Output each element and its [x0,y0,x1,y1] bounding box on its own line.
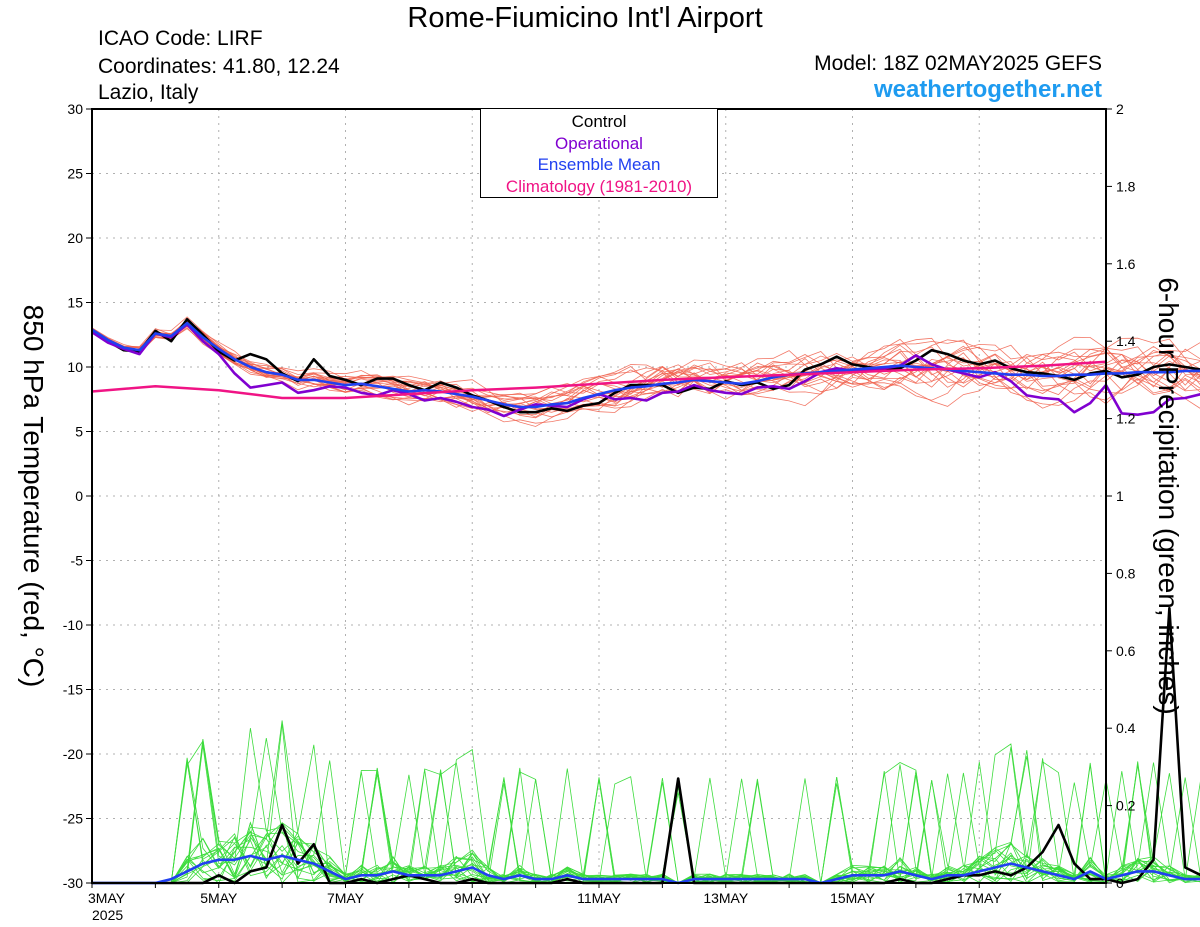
temp-member-line [91,324,1200,409]
region: Lazio, Italy [98,81,199,104]
ensemble-mean-temp-line [91,321,1200,409]
x-tick-label: 3MAY [88,890,126,906]
y-tick-label: 25 [67,166,83,182]
main-series [91,318,1200,885]
website-link[interactable]: weathertogether.net [873,76,1102,103]
y-axis-label-temperature: 850 hPa Temperature (red, °C) [18,304,49,688]
grid-lines [92,109,1106,883]
y-axis-label-precipitation: 6-hour Precipitation (green, inches) [1153,277,1184,715]
operational-temp-line [91,323,1200,418]
legend-entry-climatology: Climatology (1981-2010) [505,176,693,196]
y2-tick-label: 2 [1116,101,1124,117]
axis-ticks: 302520151050-5-10-15-20-25-3021.81.61.41… [63,101,1136,923]
precip-member-line [92,764,1200,884]
legend-entry-control: Control [571,112,627,131]
x-tick-label: 5MAY [200,890,238,906]
control-temp-line [91,318,1200,414]
y-tick-label: -5 [71,553,84,569]
y-tick-label: -10 [63,617,83,633]
coordinates: Coordinates: 41.80, 12.24 [98,55,340,78]
y-tick-label: -20 [63,746,83,762]
y2-tick-label: 1.4 [1116,333,1136,349]
ensemble-mean-precip-line [92,854,1200,885]
y-tick-label: 15 [67,295,83,311]
x-tick-label: 9MAY [454,890,492,906]
y-tick-label: -25 [63,811,83,827]
y-tick-label: 20 [67,230,83,246]
y2-tick-label: 0.2 [1116,798,1136,814]
y2-tick-label: 0.4 [1116,720,1136,736]
x-tick-label: 13MAY [703,890,749,906]
y-tick-label: -30 [63,875,83,891]
y2-tick-label: 1.6 [1116,256,1136,272]
y-tick-label: 10 [67,359,83,375]
temp-member-line [91,316,1200,410]
precip-member-line [92,756,1200,884]
y2-tick-label: 0.6 [1116,643,1136,659]
y-tick-label: 5 [75,424,83,440]
legend-entry-ensemble-mean: Ensemble Mean [537,155,661,174]
icao-code: ICAO Code: LIRF [98,27,263,50]
y2-tick-label: 1.2 [1116,411,1136,427]
y-tick-label: 30 [67,101,83,117]
y-tick-label: -15 [63,682,83,698]
y2-tick-label: 1.8 [1116,178,1136,194]
temp-member-line [91,323,1200,400]
y-tick-label: 0 [75,488,83,504]
x-tick-label: 11MAY [577,890,621,906]
y2-tick-label: 1 [1116,488,1124,504]
y2-tick-label: 0.8 [1116,565,1136,581]
legend-entry-operational: Operational [555,133,643,153]
temp-member-line [91,320,1200,409]
temp-member-line [91,327,1200,405]
x-tick-label: 17MAY [957,890,1003,906]
temp-member-line [91,318,1200,418]
control-precip-line [92,606,1200,885]
model-run: Model: 18Z 02MAY2025 GEFS [814,52,1102,75]
x-tick-year-label: 2025 [92,907,123,923]
legend: Control Operational Ensemble Mean Climat… [480,108,718,198]
x-tick-label: 15MAY [830,890,876,906]
page-title: Rome-Fiumicino Int'l Airport [407,2,763,34]
x-tick-label: 7MAY [327,890,365,906]
y2-tick-label: 0 [1116,875,1124,891]
precip-member-line [92,768,1200,884]
temp-member-line [91,323,1200,416]
climatology-1981-2010-temp-line [91,360,1107,400]
